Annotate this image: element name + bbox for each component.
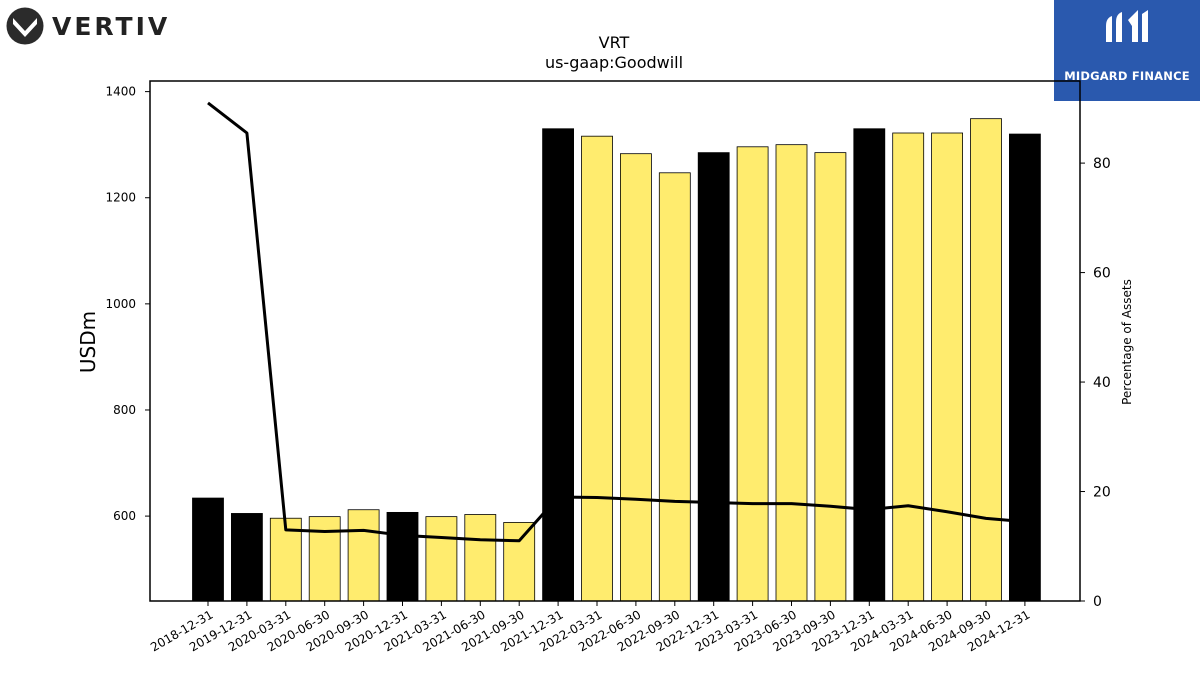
- bar-2024-03-31: [892, 132, 925, 602]
- y2-tick-label: 40: [1093, 375, 1111, 391]
- y-tick-label: 600: [113, 509, 136, 523]
- y2-tick-label: 0: [1093, 594, 1102, 610]
- chart-subtitle: us-gaap:Goodwill: [545, 53, 683, 72]
- bar-2024-06-30: [931, 132, 963, 602]
- left-axis-ticks: 600 800 1000 1200 1400: [105, 85, 150, 523]
- bar-2024-12-31: [1009, 133, 1041, 602]
- x-axis-ticks: 2018-12-312019-12-312020-03-312020-06-30…: [148, 601, 1032, 654]
- bar-2021-09-30: [503, 522, 536, 602]
- y2-tick-label: 80: [1093, 156, 1111, 172]
- vertiv-v-mark-icon: [6, 7, 44, 45]
- y-tick-label: 1000: [105, 297, 136, 311]
- bar-2022-06-30: [620, 153, 652, 602]
- y-tick-label: 1200: [105, 191, 136, 205]
- bar-2021-12-31: [542, 128, 574, 602]
- bar-2023-06-30: [775, 144, 808, 602]
- bar-2022-12-31: [697, 152, 730, 602]
- y2-axis-label: Percentage of Assets: [1120, 279, 1134, 405]
- bar-2023-09-30: [814, 152, 847, 602]
- midgard-logo-text: MIDGARD FINANCE: [1064, 69, 1190, 83]
- plot-frame: [149, 80, 1081, 602]
- y-tick-label: 1400: [105, 85, 136, 99]
- bar-2020-03-31: [269, 517, 302, 602]
- bars-group: [192, 118, 1041, 602]
- bar-2023-12-31: [853, 128, 886, 602]
- y-axis-label: USDm: [76, 311, 100, 373]
- bar-2022-09-30: [658, 172, 691, 602]
- vertiv-logo: VERTIV: [6, 6, 170, 46]
- vertiv-logo-text: VERTIV: [52, 11, 171, 41]
- bar-2021-03-31: [425, 516, 458, 602]
- bar-2021-06-30: [464, 514, 497, 602]
- midgard-finance-logo: MIDGARD FINANCE: [1054, 0, 1200, 101]
- bar-2020-12-31: [386, 511, 419, 602]
- line-group: [207, 101, 1026, 543]
- bar-2024-09-30: [970, 118, 1002, 602]
- bar-2022-03-31: [581, 135, 613, 602]
- y2-tick-label: 20: [1093, 485, 1111, 501]
- chart-title: VRT: [599, 33, 630, 52]
- bar-2020-09-30: [347, 509, 380, 602]
- right-axis-ticks: 0 20 40 60 80: [1080, 156, 1111, 610]
- bar-2019-12-31: [230, 513, 263, 602]
- pct-assets-line: [207, 101, 1026, 543]
- midgard-m-mark-icon: [1106, 10, 1148, 42]
- bar-2018-12-31: [192, 497, 224, 602]
- bar-2023-03-31: [736, 146, 769, 602]
- bar-2020-06-30: [308, 516, 341, 602]
- y-tick-label: 800: [113, 403, 136, 417]
- y2-tick-label: 60: [1093, 266, 1111, 282]
